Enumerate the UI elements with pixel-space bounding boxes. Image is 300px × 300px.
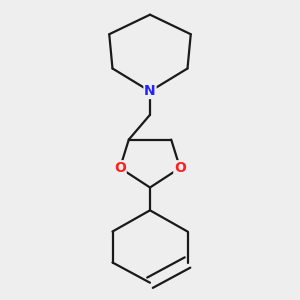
Text: N: N [144,84,156,98]
Text: O: O [114,161,126,175]
Text: O: O [174,161,186,175]
